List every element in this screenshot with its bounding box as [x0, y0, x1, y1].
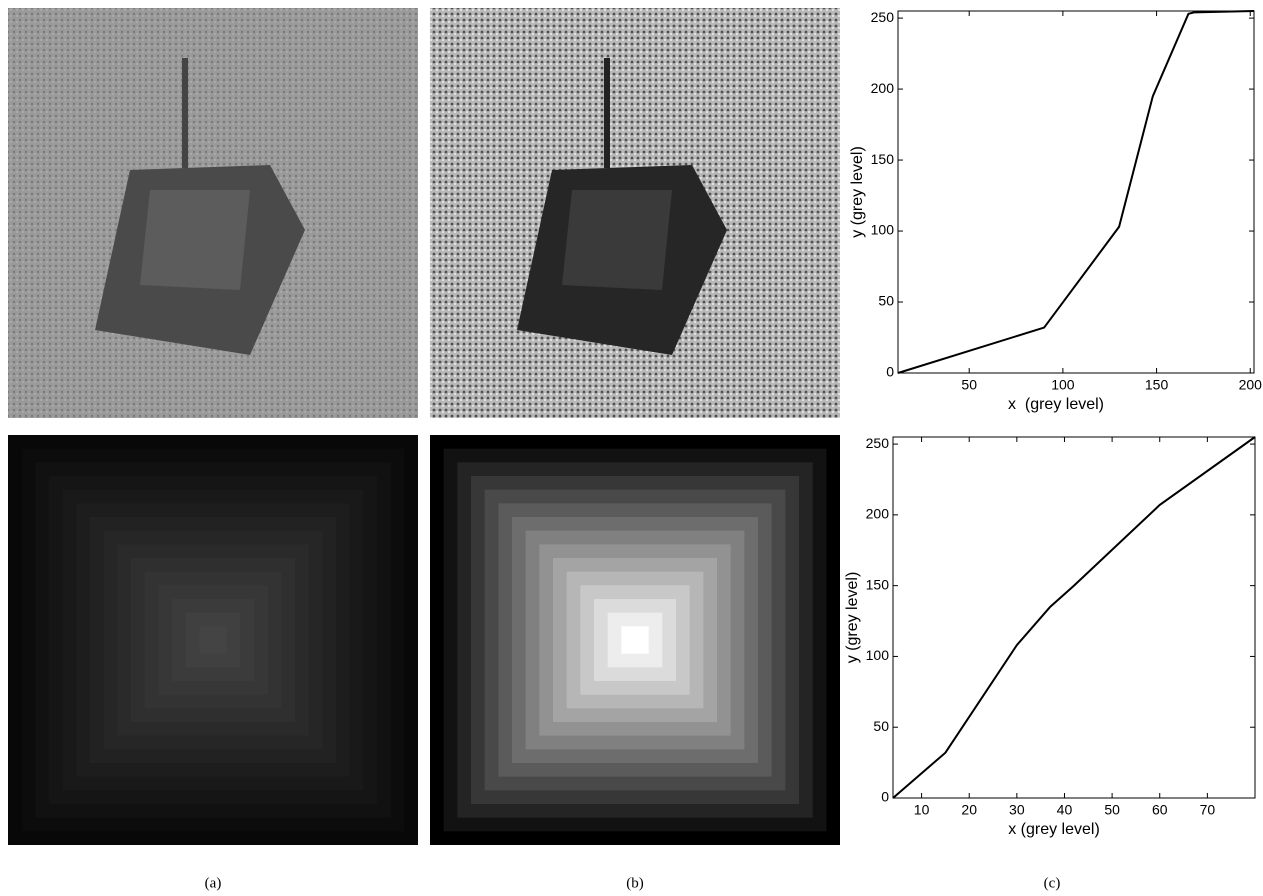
- y-tick-label: 200: [866, 506, 890, 522]
- plot-frame: [893, 437, 1255, 798]
- y-tick-label: 50: [878, 293, 894, 309]
- x-tick-label: 30: [1009, 802, 1025, 818]
- y-tick-label: 100: [866, 647, 890, 663]
- x-tick-label: 100: [1051, 377, 1075, 393]
- x-tick-label: 200: [1239, 377, 1263, 393]
- x-tick-label: 10: [914, 802, 930, 818]
- x-tick-label: 50: [1104, 802, 1120, 818]
- curve: [898, 11, 1254, 373]
- caption: (a): [205, 875, 222, 891]
- y-tick-label: 0: [881, 789, 889, 805]
- y-tick-label: 100: [871, 222, 895, 238]
- y-tick-label: 250: [871, 9, 895, 25]
- x-axis-label: x (grey level): [1008, 396, 1104, 413]
- x-tick-label: 60: [1152, 802, 1168, 818]
- y-tick-label: 50: [873, 718, 889, 734]
- x-tick-label: 150: [1145, 377, 1169, 393]
- y-tick-label: 0: [886, 364, 894, 380]
- x-tick-label: 50: [961, 377, 977, 393]
- y-tick-label: 150: [871, 151, 895, 167]
- square-band: [621, 626, 648, 653]
- x-tick-label: 40: [1057, 802, 1073, 818]
- y-tick-label: 200: [871, 80, 895, 96]
- x-tick-label: 70: [1200, 802, 1216, 818]
- tank-image-original: [8, 8, 418, 418]
- y-tick-label: 250: [866, 435, 890, 451]
- squares-image-enhanced: [430, 435, 840, 845]
- caption: (c): [1044, 875, 1061, 891]
- squares-image-original: [8, 435, 418, 845]
- tank-image-enhanced: [430, 8, 840, 418]
- page: {"chart_data": [ {"type": "line", "xlabe…: [0, 0, 1263, 896]
- y-axis-label: y (grey level): [849, 146, 866, 238]
- figure: (a) (b) (c) 50100150200050100150200250x …: [0, 0, 1263, 896]
- curve: [893, 437, 1255, 798]
- y-tick-label: 150: [866, 576, 890, 592]
- y-axis-label: y (grey level): [844, 572, 861, 664]
- square-band: [199, 626, 226, 653]
- plot-frame: [898, 11, 1254, 373]
- caption: (b): [626, 875, 644, 891]
- x-tick-label: 20: [961, 802, 977, 818]
- x-axis-label: x (grey level): [1008, 821, 1100, 838]
